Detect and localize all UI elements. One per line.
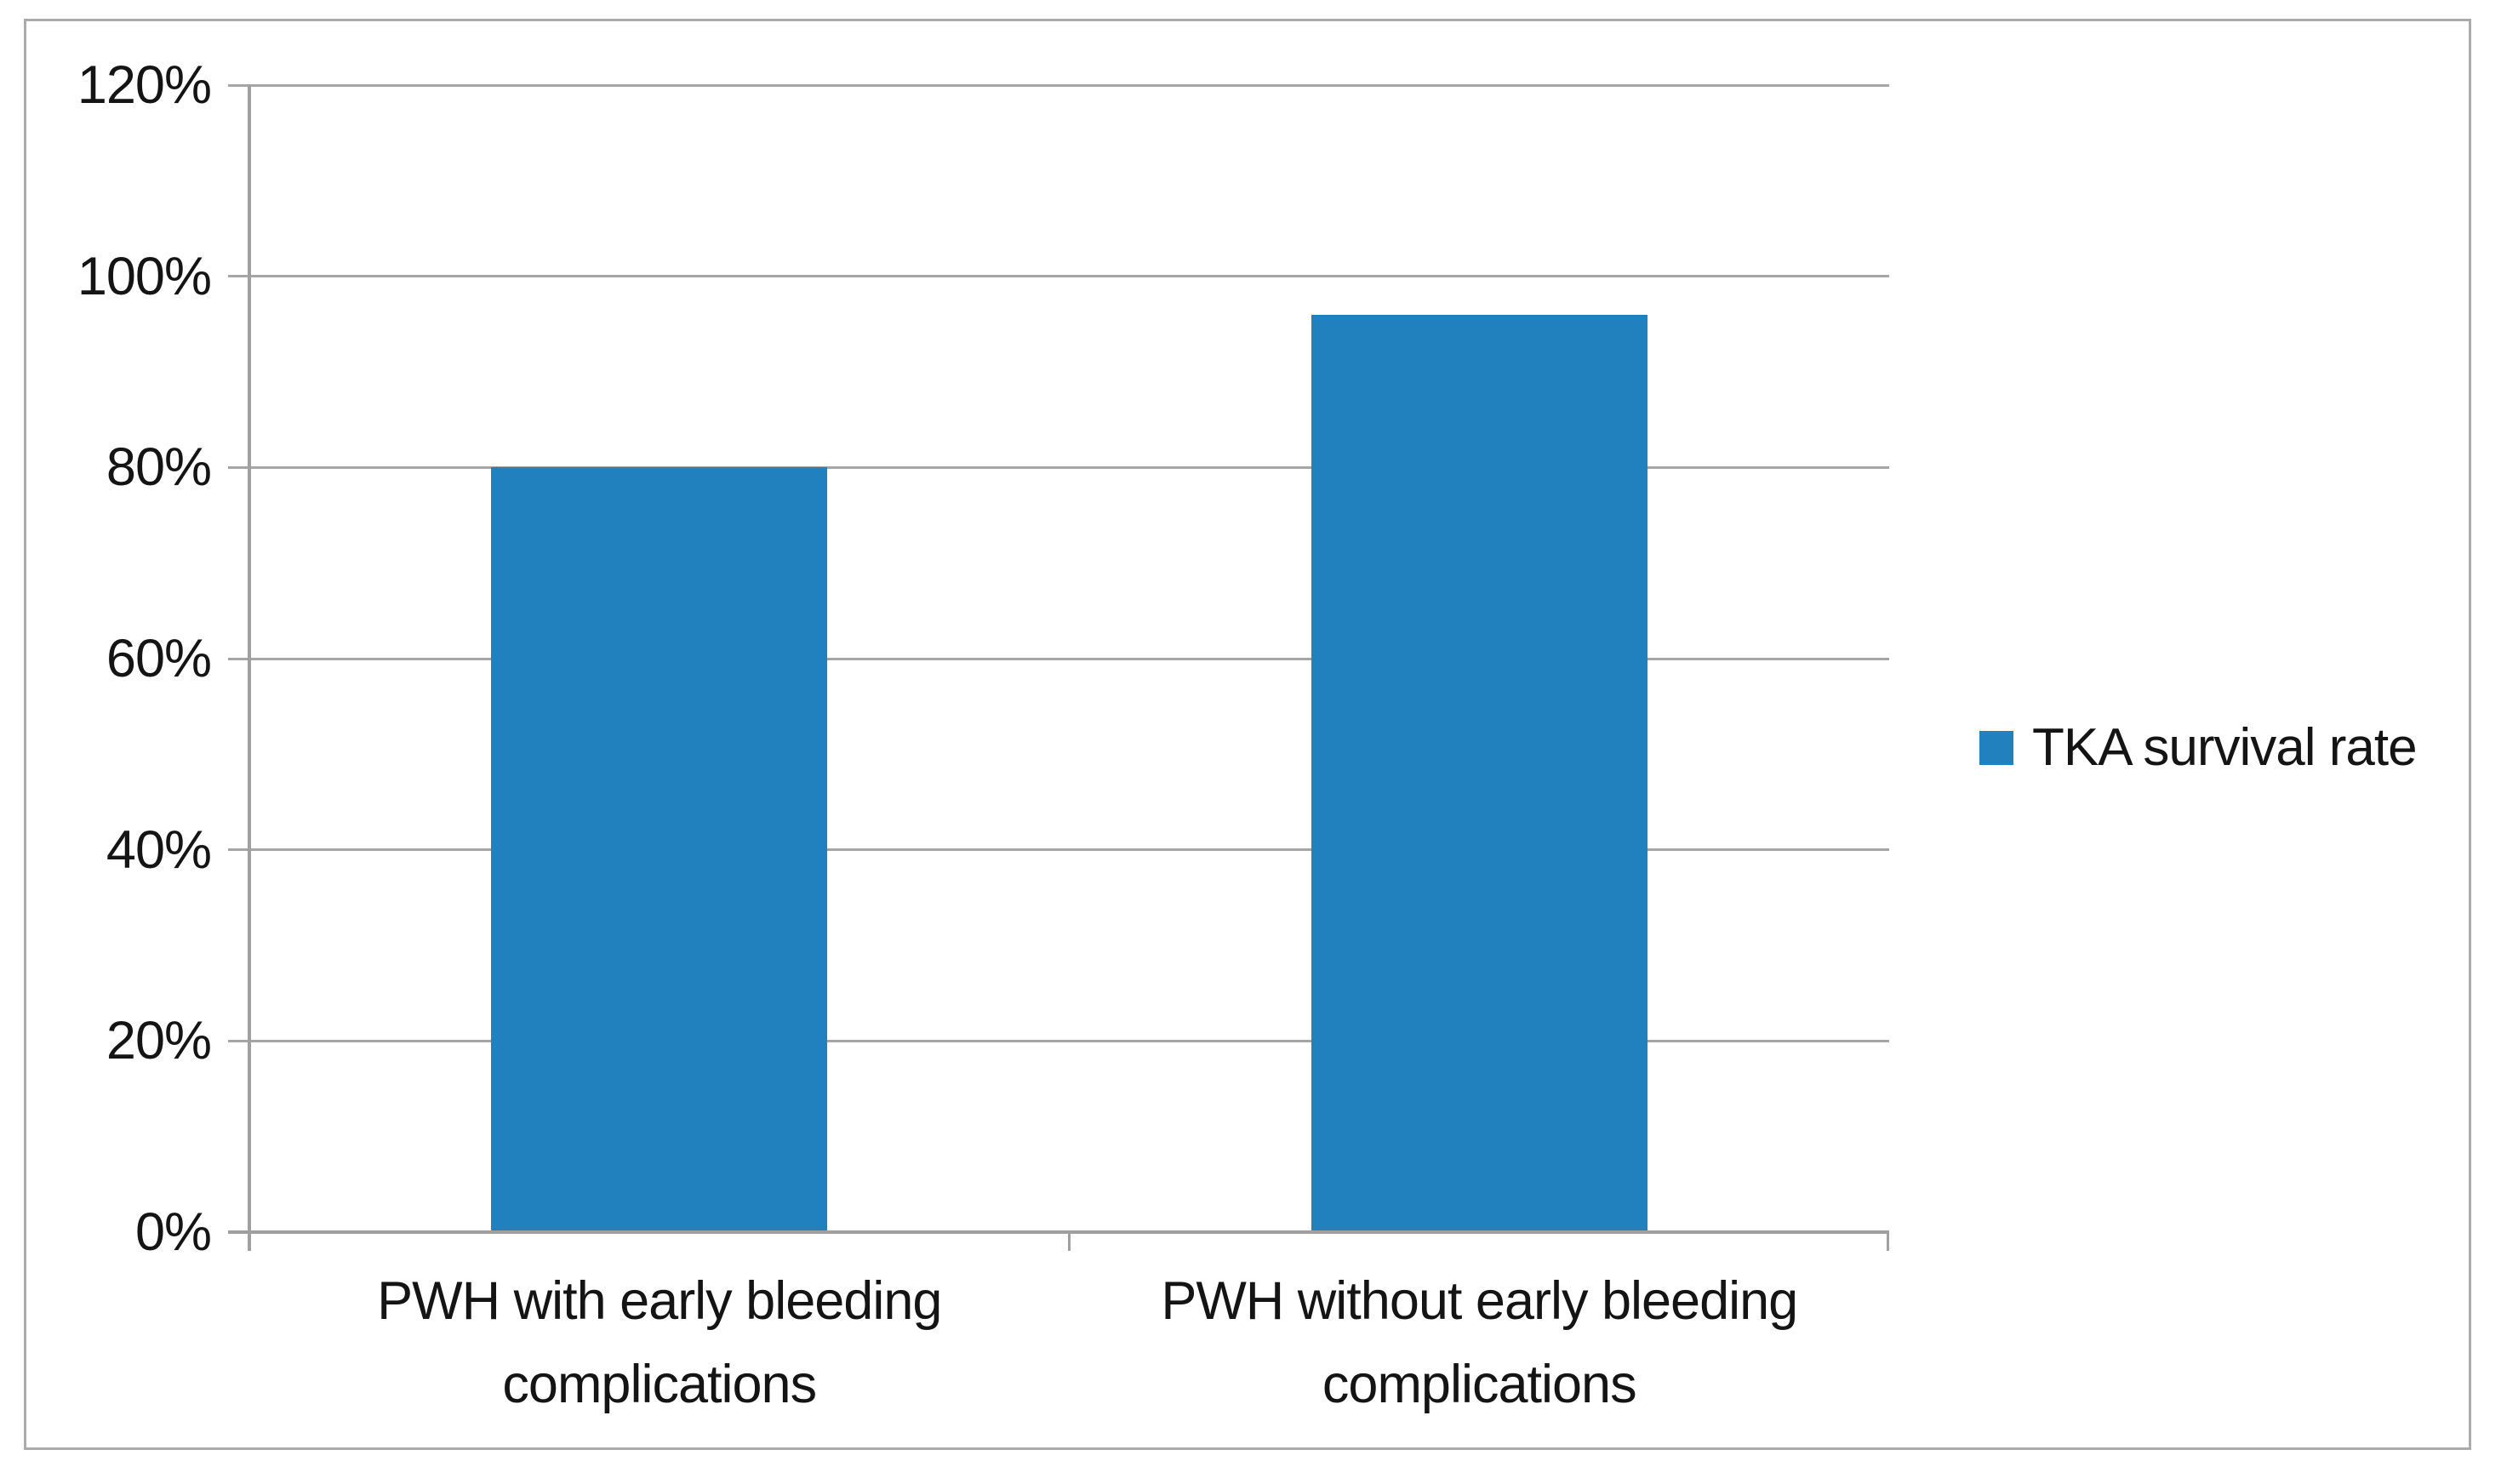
category-label-pwh-with: PWH with early bleeding complications [377,1271,942,1414]
bar-pwh-without-bleeding [1311,314,1648,1232]
x-axis-tick [1887,1232,1889,1251]
x-axis-tick [1068,1232,1071,1251]
bar-pwh-with-bleeding [491,467,828,1232]
gridline [228,657,1889,660]
legend-swatch-icon [1979,730,2013,765]
gridline [228,848,1889,852]
chart-frame: 0% 20% 40% 60% 80% 100% 120% PWH with early bl… [24,19,2471,1450]
y-axis-tick-label: 0% [134,1202,212,1262]
y-axis-tick-label: 60% [106,629,212,688]
y-axis-tick-label: 100% [77,246,212,306]
y-axis-tick-label: 20% [106,1011,212,1071]
gridline [228,465,1889,469]
gridline [228,1039,1889,1042]
gridline [228,275,1889,278]
x-axis-category-labels: PWH with early bleeding complications PW… [249,1259,1889,1426]
plot-area [228,83,1889,1251]
y-axis-tick-label: 80% [106,437,212,498]
legend: TKA survival rate [1979,717,2418,778]
legend-label: TKA survival rate [2032,718,2418,777]
y-axis-tick-label: 120% [77,55,212,115]
y-axis-line [248,85,251,1251]
gridline [228,83,1889,87]
category-label-pwh-without: PWH without early bleeding complications [1161,1271,1798,1414]
y-axis-tick-label: 40% [106,819,212,880]
x-axis-line [228,1230,1889,1234]
